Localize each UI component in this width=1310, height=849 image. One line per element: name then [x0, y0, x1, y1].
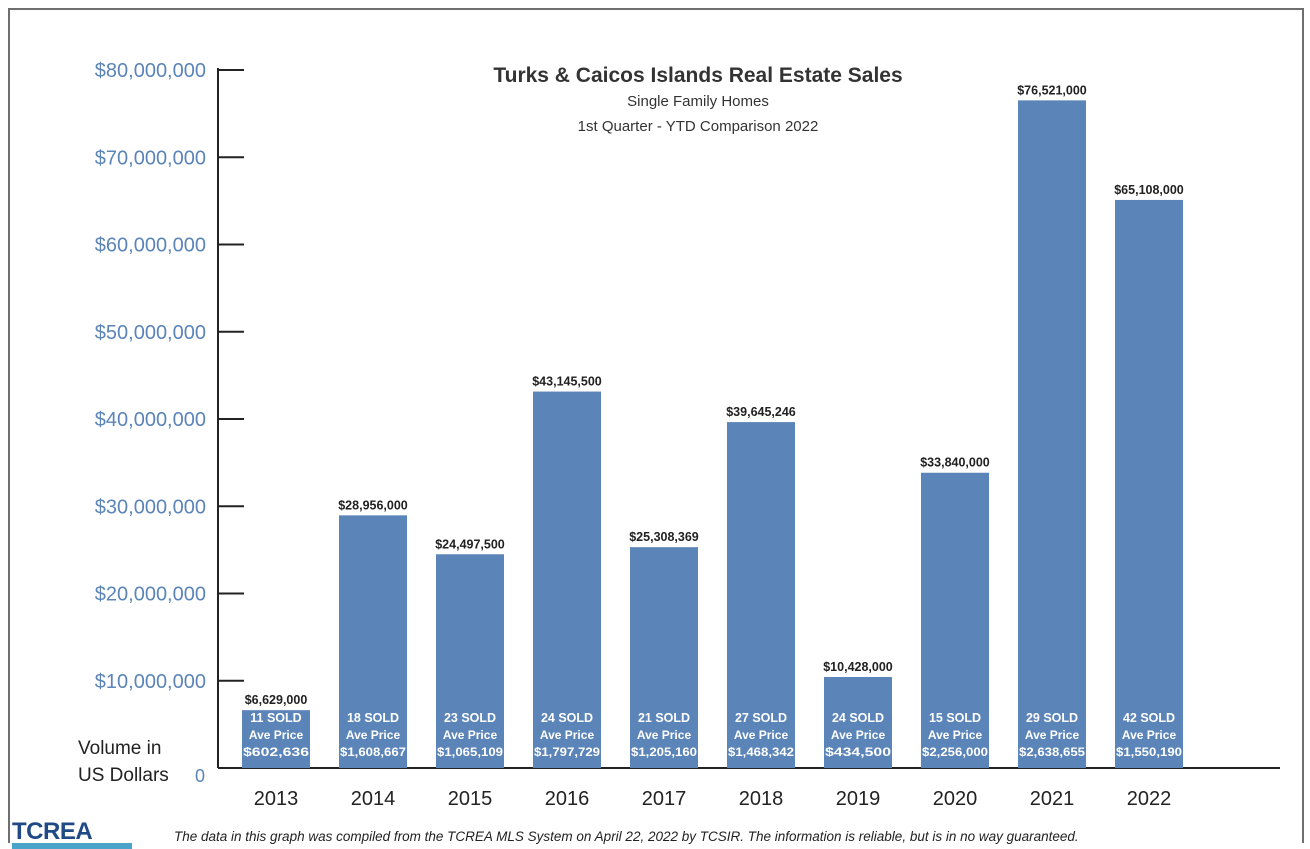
x-tick-label: 2021 — [1030, 788, 1075, 810]
bar-avg-price-value: $1,468,342 — [728, 747, 794, 759]
data-source-footnote: The data in this graph was compiled from… — [174, 829, 1079, 844]
bar-sold-label: 11 SOLD — [250, 711, 301, 725]
logo-text: TCREA — [12, 818, 93, 845]
bar-avg-price-caption: Ave Price — [443, 728, 498, 742]
x-tick-label: 2019 — [836, 788, 881, 810]
x-tick-label: 2013 — [254, 788, 299, 810]
bar-avg-price-value: $434,500 — [825, 747, 891, 759]
y-tick-label: $80,000,000 — [95, 60, 206, 82]
y-tick-label: $30,000,000 — [95, 496, 206, 518]
chart-frame — [8, 8, 1304, 843]
bar-avg-price-caption: Ave Price — [249, 728, 304, 742]
bar-sold-label: 42 SOLD — [1123, 711, 1175, 725]
tcrea-logo: TCREA — [12, 818, 137, 849]
chart-title: Turks & Caicos Islands Real Estate Sales — [493, 64, 902, 87]
bar-2016 — [533, 391, 601, 768]
bar-value-label: $39,645,246 — [726, 405, 796, 419]
labels: 0 $10,000,000 $20,000,000 $30,000,000 $40,00… — [95, 60, 1184, 810]
bar-value-label: $24,497,500 — [435, 537, 505, 551]
bar-2013 — [242, 710, 310, 768]
bar-avg-price-value: $1,065,109 — [437, 747, 503, 759]
bar-2021 — [1018, 100, 1086, 769]
x-tick-label: 2016 — [545, 788, 590, 810]
x-tick-label: 2017 — [642, 788, 687, 810]
bar-avg-price-caption: Ave Price — [637, 728, 692, 742]
bar-value-label: $43,145,500 — [532, 375, 602, 389]
bar-avg-price-caption: Ave Price — [1025, 728, 1080, 742]
bar-2015 — [436, 554, 504, 768]
bar-avg-price-value: $1,608,667 — [340, 747, 406, 759]
y-tick-label: $70,000,000 — [95, 147, 206, 169]
bar-sold-label: 24 SOLD — [832, 711, 884, 725]
bar-sold-label: 29 SOLD — [1026, 711, 1078, 725]
bar-2022 — [1115, 199, 1183, 769]
bar-sold-label: 15 SOLD — [929, 711, 981, 725]
bar-value-label: $25,308,369 — [629, 530, 699, 544]
bars — [242, 100, 1183, 769]
y-tick-label: $40,000,000 — [95, 409, 206, 431]
y-axis-title-line-1: Volume in — [78, 738, 161, 759]
x-tick-label: 2020 — [933, 788, 978, 810]
bar-avg-price-caption: Ave Price — [928, 728, 983, 742]
bar-value-label: $6,629,000 — [245, 693, 308, 707]
bar-value-label: $33,840,000 — [920, 456, 990, 470]
x-tick-label: 2014 — [351, 788, 396, 810]
bar-2018 — [727, 422, 795, 768]
y-tick-label: $50,000,000 — [95, 322, 206, 344]
bar-sold-label: 24 SOLD — [541, 711, 593, 725]
bar-avg-price-value: $1,205,160 — [631, 747, 697, 759]
bar-sold-label: 21 SOLD — [638, 711, 690, 725]
y-tick-label: $20,000,000 — [95, 584, 206, 606]
x-tick-label: 2022 — [1127, 788, 1172, 810]
bar-avg-price-caption: Ave Price — [831, 728, 886, 742]
bar-value-label: $76,521,000 — [1017, 83, 1087, 97]
y-tick-label: 0 — [195, 766, 205, 786]
bar-avg-price-value: $2,256,000 — [922, 747, 988, 759]
bar-2020 — [921, 472, 989, 768]
chart-subtitle-line-1: Single Family Homes — [627, 93, 769, 110]
bar-avg-price-value: $1,797,729 — [534, 747, 600, 759]
bar-avg-price-caption: Ave Price — [540, 728, 595, 742]
bar-value-label: $65,108,000 — [1114, 183, 1184, 197]
bar-avg-price-caption: Ave Price — [734, 728, 789, 742]
bar-avg-price-value: $602,636 — [243, 747, 309, 759]
bar-2019 — [824, 677, 892, 768]
y-axis-title-line-2: US Dollars — [78, 765, 169, 786]
bar-avg-price-caption: Ave Price — [1122, 728, 1177, 742]
bar-2014 — [339, 515, 407, 768]
logo-bar — [12, 843, 132, 849]
bar-avg-price-value: $2,638,655 — [1019, 747, 1086, 759]
y-tick-label: $10,000,000 — [95, 671, 206, 693]
x-tick-label: 2018 — [739, 788, 784, 810]
bar-sold-label: 27 SOLD — [735, 711, 787, 725]
bar-avg-price-caption: Ave Price — [346, 728, 401, 742]
bar-sold-label: 23 SOLD — [444, 711, 496, 725]
bar-avg-price-value: $1,550,190 — [1116, 747, 1182, 759]
bar-value-label: $28,956,000 — [338, 498, 408, 512]
bar-2017 — [630, 547, 698, 768]
bar-sold-label: 18 SOLD — [347, 711, 399, 725]
x-tick-label: 2015 — [448, 788, 493, 810]
y-tick-label: $60,000,000 — [95, 235, 206, 257]
chart-subtitle-line-2: 1st Quarter - YTD Comparison 2022 — [578, 118, 819, 135]
bar-value-label: $10,428,000 — [823, 660, 893, 674]
